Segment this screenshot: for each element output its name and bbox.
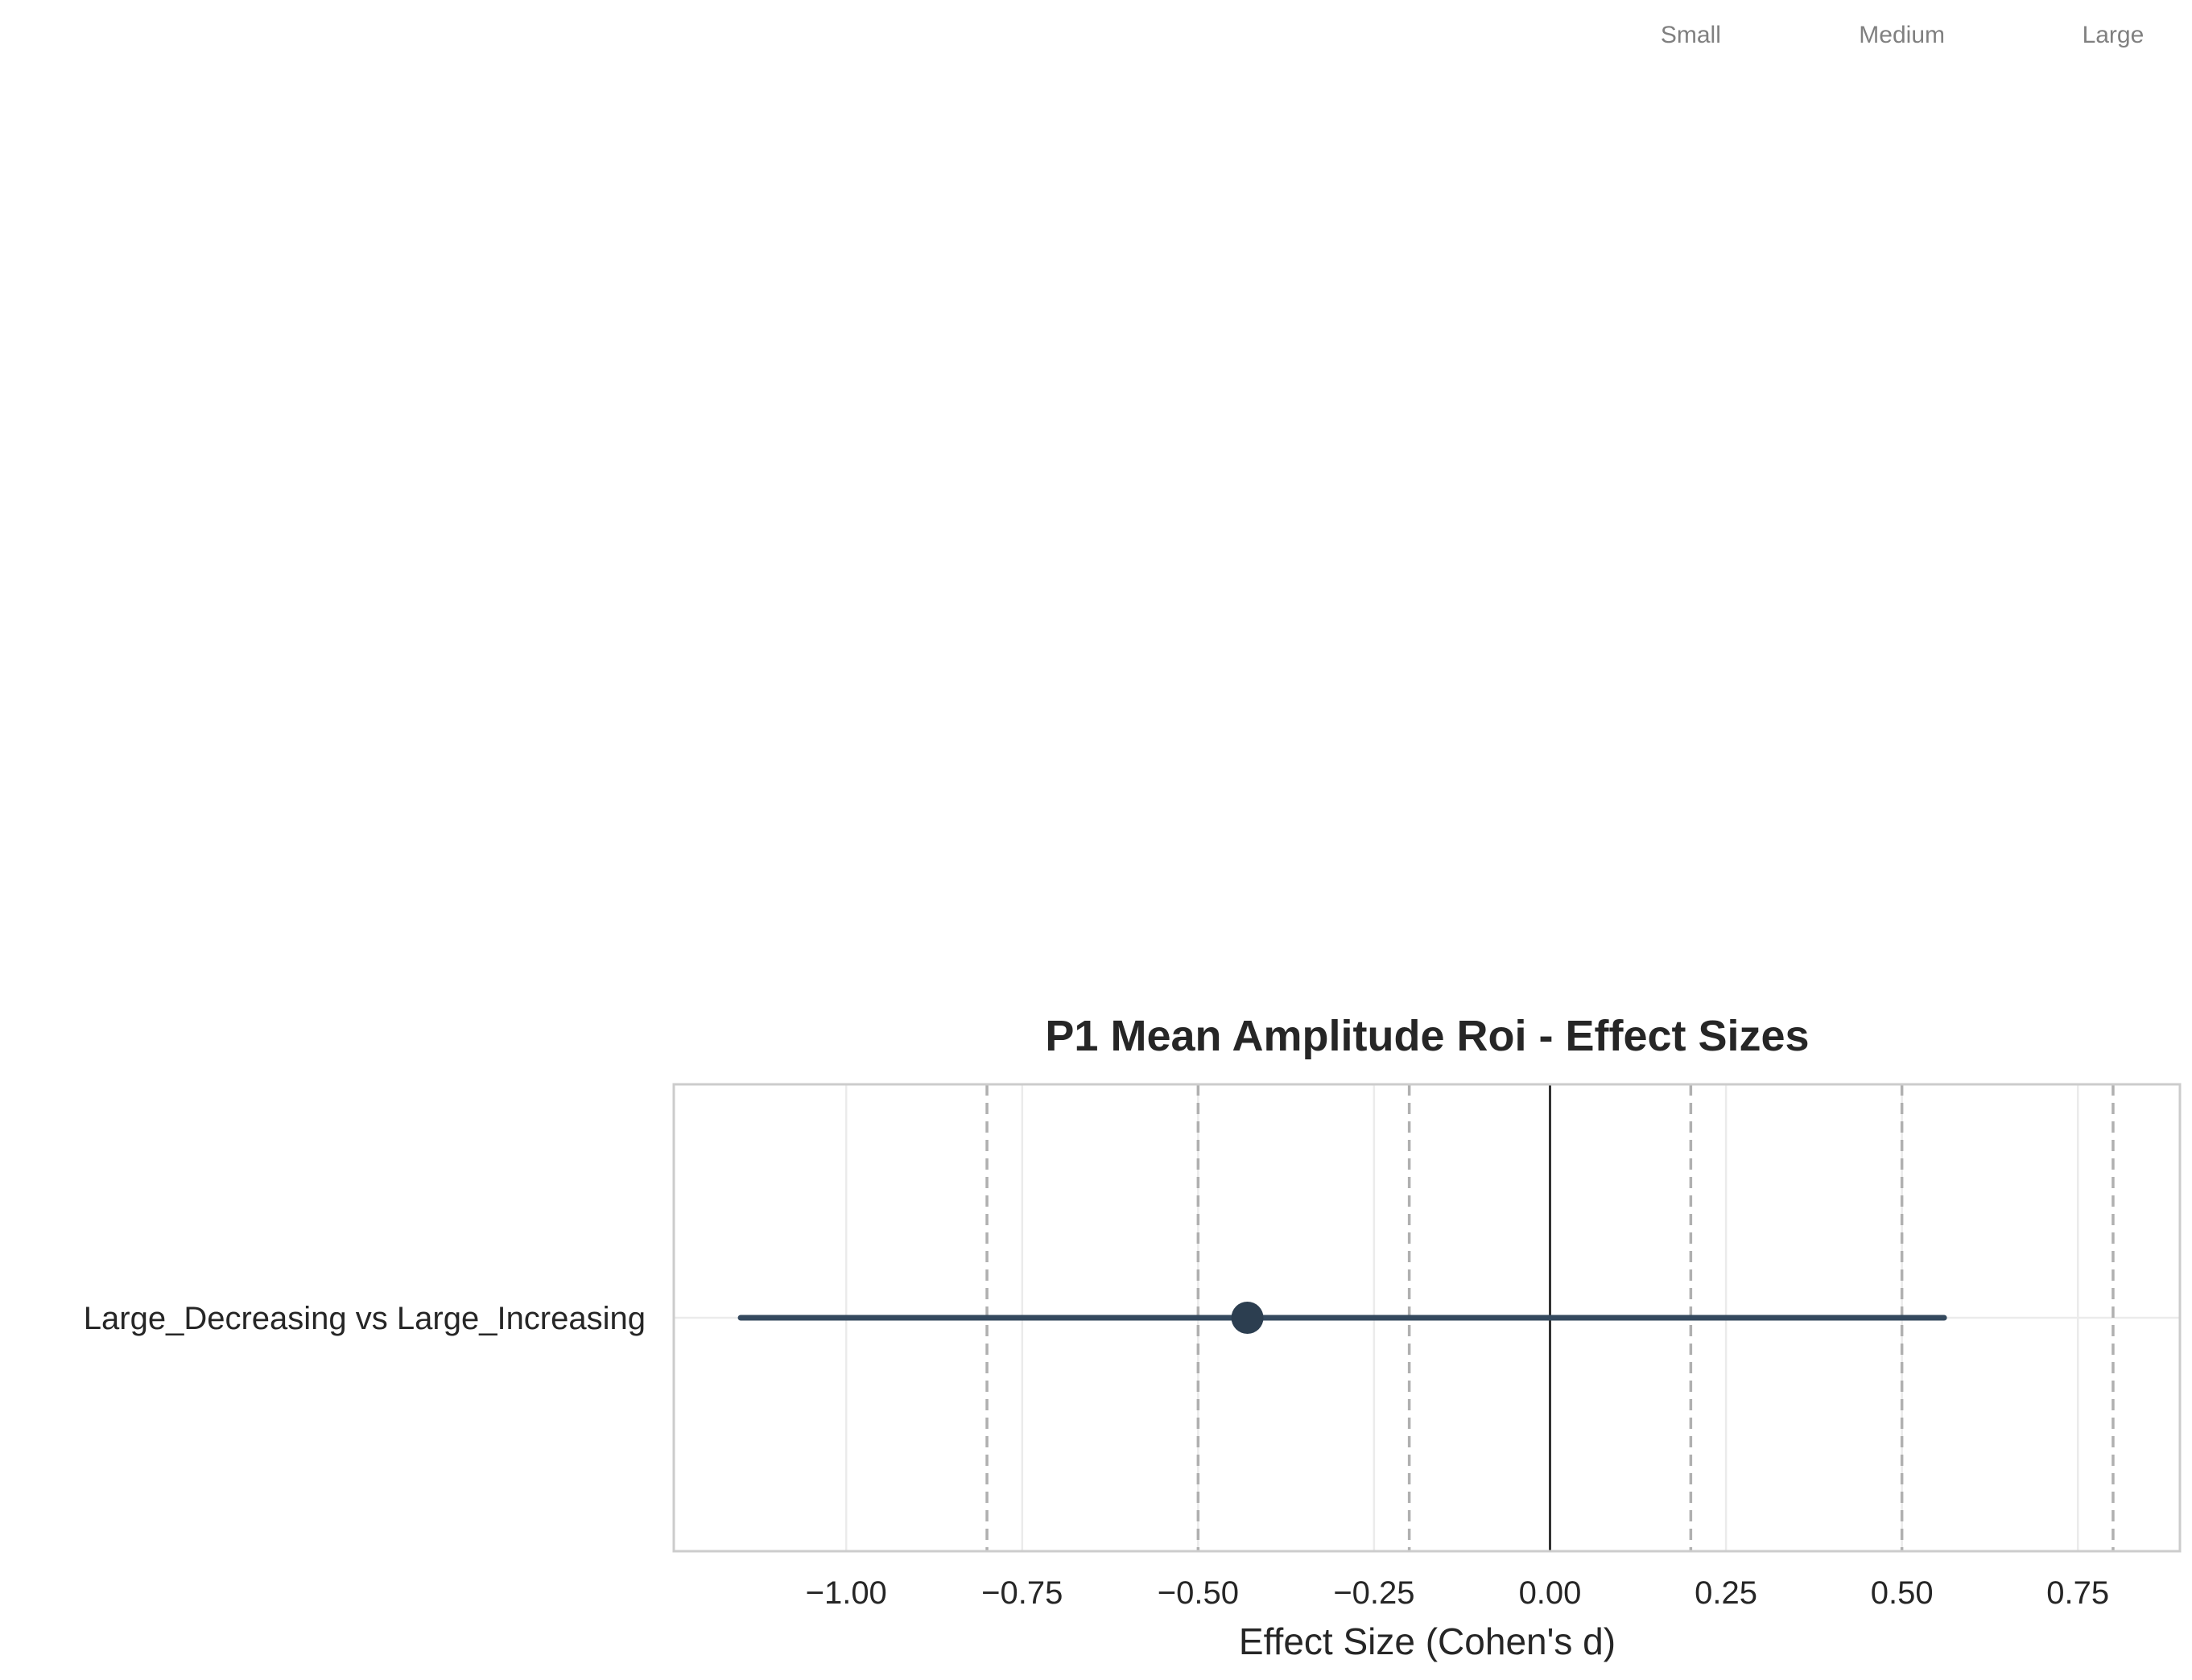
threshold-label-2: Large (2083, 22, 2145, 48)
plot-frame (672, 1083, 2182, 1553)
row-labels: Large_Decreasing vs Large_Increasing (84, 1301, 646, 1336)
x-tick-labels: −1.00 −0.75 −0.50 −0.25 0.00 0.25 0.50 0.75 (806, 1575, 2110, 1611)
row-label-0: Large_Decreasing vs Large_Increasing (84, 1301, 646, 1336)
x-tick-label-6: 0.50 (1871, 1575, 1934, 1611)
data-marks (737, 1302, 1947, 1334)
x-tick-label-4: 0.00 (1519, 1575, 1582, 1611)
effect-point-0 (1231, 1302, 1264, 1334)
threshold-label-0: Small (1661, 22, 1721, 48)
threshold-labels: Small Medium Large (1661, 22, 2144, 48)
threshold-label-1: Medium (1859, 22, 1945, 48)
x-tick-label-7: 0.75 (2046, 1575, 2109, 1611)
x-axis-label: Effect Size (Cohen's d) (1239, 1620, 1616, 1662)
x-tick-label-5: 0.25 (1695, 1575, 1757, 1611)
x-tick-label-1: −0.75 (981, 1575, 1063, 1611)
x-tick-label-3: −0.25 (1333, 1575, 1414, 1611)
x-tick-label-2: −0.50 (1158, 1575, 1239, 1611)
chart-title: P1 Mean Amplitude Roi - Effect Sizes (1045, 1012, 1809, 1060)
x-tick-label-0: −1.00 (806, 1575, 887, 1611)
